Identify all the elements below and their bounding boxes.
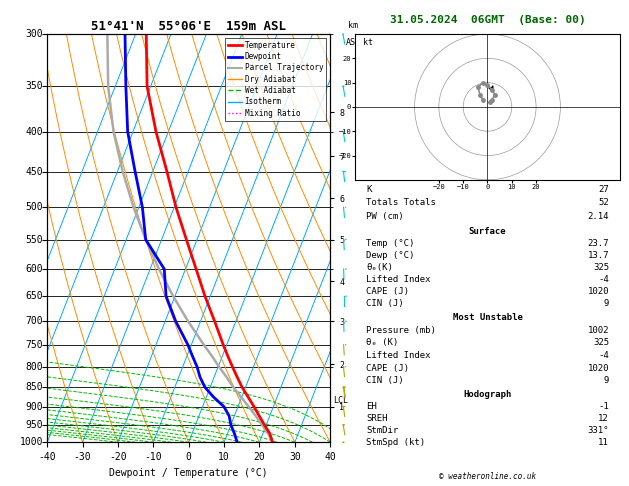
Text: 700: 700 xyxy=(25,316,43,326)
Text: 450: 450 xyxy=(25,167,43,176)
Text: Lifted Index: Lifted Index xyxy=(366,275,430,284)
X-axis label: Dewpoint / Temperature (°C): Dewpoint / Temperature (°C) xyxy=(109,468,268,478)
Text: Pressure (mb): Pressure (mb) xyxy=(366,326,436,335)
Text: 11: 11 xyxy=(598,438,609,448)
Text: 2.14: 2.14 xyxy=(587,212,609,221)
Text: 850: 850 xyxy=(25,382,43,392)
Text: -4: -4 xyxy=(598,351,609,360)
Text: LCL: LCL xyxy=(333,396,348,404)
Text: CAPE (J): CAPE (J) xyxy=(366,287,409,296)
Text: 600: 600 xyxy=(25,264,43,274)
Text: 350: 350 xyxy=(25,81,43,91)
Text: 1020: 1020 xyxy=(587,364,609,373)
Text: kt: kt xyxy=(364,38,373,48)
Text: θₑ (K): θₑ (K) xyxy=(366,338,398,347)
Legend: Temperature, Dewpoint, Parcel Trajectory, Dry Adiabat, Wet Adiabat, Isotherm, Mi: Temperature, Dewpoint, Parcel Trajectory… xyxy=(225,38,326,121)
Text: Hodograph: Hodograph xyxy=(464,390,511,399)
Text: 13.7: 13.7 xyxy=(587,251,609,260)
Text: 950: 950 xyxy=(25,420,43,430)
Text: Lifted Index: Lifted Index xyxy=(366,351,430,360)
Text: 1002: 1002 xyxy=(587,326,609,335)
Text: StmSpd (kt): StmSpd (kt) xyxy=(366,438,425,448)
Text: ASL: ASL xyxy=(345,38,360,47)
Text: Surface: Surface xyxy=(469,226,506,236)
Text: 1000: 1000 xyxy=(19,437,43,447)
Text: Temp (°C): Temp (°C) xyxy=(366,239,415,248)
Text: 9: 9 xyxy=(604,376,609,385)
Text: 9: 9 xyxy=(604,299,609,309)
Text: 31.05.2024  06GMT  (Base: 00): 31.05.2024 06GMT (Base: 00) xyxy=(389,15,586,25)
Text: 650: 650 xyxy=(25,291,43,301)
Text: 331°: 331° xyxy=(587,426,609,435)
Text: θₑ(K): θₑ(K) xyxy=(366,263,393,272)
Text: PW (cm): PW (cm) xyxy=(366,212,404,221)
Text: 800: 800 xyxy=(25,362,43,372)
Text: 400: 400 xyxy=(25,126,43,137)
Text: EH: EH xyxy=(366,402,377,411)
Text: -4: -4 xyxy=(598,275,609,284)
Text: CIN (J): CIN (J) xyxy=(366,299,404,309)
Text: Dewp (°C): Dewp (°C) xyxy=(366,251,415,260)
Text: StmDir: StmDir xyxy=(366,426,398,435)
Text: Totals Totals: Totals Totals xyxy=(366,198,436,208)
Text: 12: 12 xyxy=(598,414,609,423)
Text: 1020: 1020 xyxy=(587,287,609,296)
Text: 550: 550 xyxy=(25,235,43,244)
Text: 300: 300 xyxy=(25,29,43,39)
Title: 51°41'N  55°06'E  159m ASL: 51°41'N 55°06'E 159m ASL xyxy=(91,20,286,33)
Text: K: K xyxy=(366,185,371,193)
Text: Most Unstable: Most Unstable xyxy=(452,313,523,322)
Text: 900: 900 xyxy=(25,401,43,412)
Text: CAPE (J): CAPE (J) xyxy=(366,364,409,373)
Text: 325: 325 xyxy=(593,338,609,347)
Text: -1: -1 xyxy=(598,402,609,411)
Text: 52: 52 xyxy=(598,198,609,208)
Text: 23.7: 23.7 xyxy=(587,239,609,248)
Text: CIN (J): CIN (J) xyxy=(366,376,404,385)
Text: 27: 27 xyxy=(598,185,609,193)
Text: km: km xyxy=(348,21,358,30)
Text: 750: 750 xyxy=(25,340,43,350)
Text: © weatheronline.co.uk: © weatheronline.co.uk xyxy=(439,472,536,481)
Text: SREH: SREH xyxy=(366,414,387,423)
Text: 500: 500 xyxy=(25,202,43,212)
Text: 325: 325 xyxy=(593,263,609,272)
